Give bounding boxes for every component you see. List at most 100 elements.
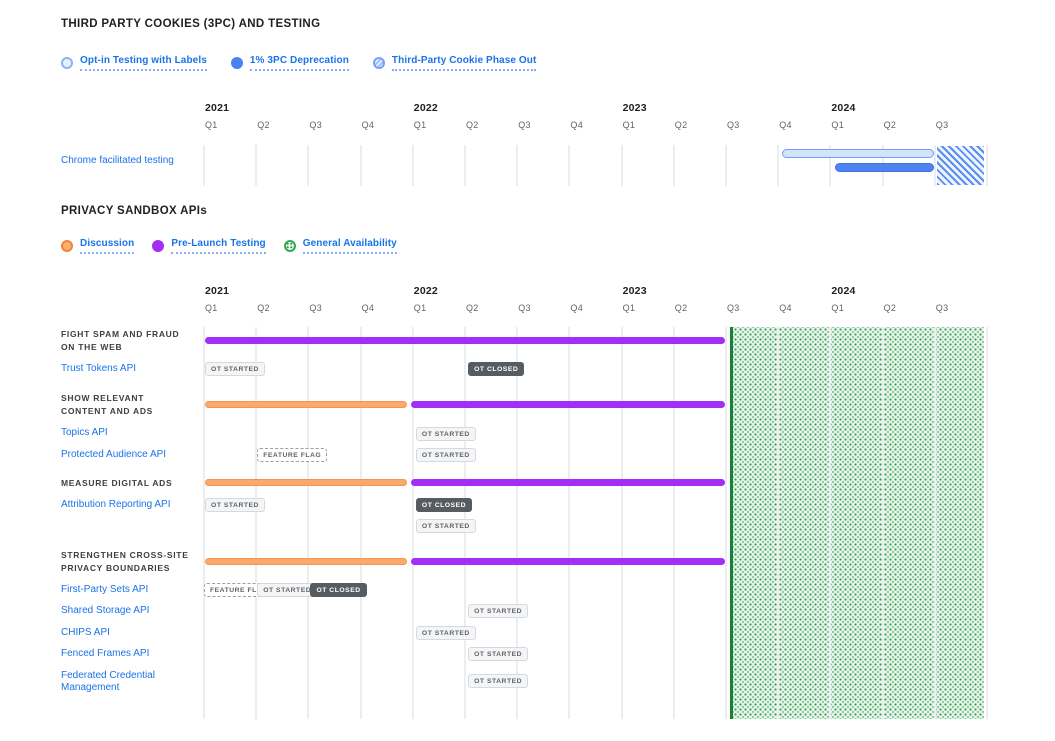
api-link-shared-storage-api[interactable]: Shared Storage API: [61, 605, 150, 616]
badge-ot-started: OT STARTED: [468, 674, 529, 688]
optin-testing-icon: [61, 57, 73, 69]
year-label: 2022: [413, 102, 438, 114]
legend-label-3pc-deprecation: 1% 3PC Deprecation: [249, 55, 349, 71]
quarter-label: Q3: [727, 303, 740, 313]
quarter-label: Q2: [257, 303, 270, 313]
quarter-gridline: [203, 145, 205, 186]
badge-ot-closed: OT CLOSED: [468, 362, 525, 376]
quarter-gridline: [307, 145, 310, 186]
bar-deprecation: [834, 163, 934, 172]
bar-prelaunch: [410, 558, 725, 565]
quarter-label: Q4: [570, 303, 583, 313]
quarter-label: Q4: [779, 120, 792, 130]
api-link-federated-credential-management[interactable]: Federated Credential Management: [61, 670, 155, 693]
quarter-gridline: [568, 327, 571, 719]
quarter-label: Q2: [674, 303, 688, 313]
quarter-label: Q2: [257, 120, 270, 130]
api-link-fenced-frames-api[interactable]: Fenced Frames API: [61, 648, 150, 659]
quarter-gridline: [307, 327, 310, 719]
bar-discussion: [205, 401, 407, 408]
api-link-trust-tokens-api[interactable]: Trust Tokens API: [61, 363, 137, 374]
api-link-chips-api[interactable]: CHIPS API: [61, 627, 110, 638]
section-title-3pc: THIRD PARTY COOKIES (3PC) AND TESTING: [61, 18, 321, 30]
api-link-attribution-reporting-api[interactable]: Attribution Reporting API: [61, 499, 171, 510]
badge-ot-started: OT STARTED: [468, 604, 529, 618]
legend-apis: Discussion Pre-Launch Testing General Av…: [61, 238, 397, 254]
badge-ot-started: OT STARTED: [468, 647, 529, 661]
quarter-label: Q4: [779, 303, 792, 313]
bar-optin: [782, 149, 934, 158]
quarter-label: Q3: [518, 303, 531, 313]
legend-item-optin-testing[interactable]: Opt-in Testing with Labels: [61, 55, 207, 71]
legend-item-prelaunch-testing[interactable]: Pre-Launch Testing: [152, 238, 266, 254]
section-title-apis: PRIVACY SANDBOX APIs: [61, 205, 208, 217]
quarter-label: Q4: [361, 120, 375, 130]
quarter-gridline: [986, 327, 988, 719]
legend-3pc: Opt-in Testing with Labels 1% 3PC Deprec…: [61, 55, 537, 71]
quarter-label: Q1: [831, 303, 844, 313]
badge-ot-started: OT STARTED: [205, 498, 265, 512]
year-label: 2021: [205, 102, 230, 114]
legend-label-discussion: Discussion: [80, 238, 135, 254]
quarter-label: Q4: [361, 303, 375, 313]
quarter-label: Q3: [309, 303, 322, 313]
quarter-gridline: [255, 327, 258, 719]
quarter-label: Q2: [883, 120, 897, 130]
api-link-topics-api[interactable]: Topics API: [61, 427, 108, 438]
legend-item-3pc-deprecation[interactable]: 1% 3PC Deprecation: [230, 55, 349, 71]
quarter-gridline: [411, 327, 414, 719]
quarter-label: Q3: [727, 120, 740, 130]
quarter-label: Q3: [935, 303, 949, 313]
bar-prelaunch: [410, 479, 725, 486]
deprecation-icon: [230, 57, 243, 69]
quarter-gridline: [829, 145, 832, 186]
api-link-protected-audience-api[interactable]: Protected Audience API: [61, 449, 167, 460]
legend-label-prelaunch-testing: Pre-Launch Testing: [171, 238, 266, 254]
group-label-fight-spam-and-fraud-on-the-web: FIGHT SPAM AND FRAUD ON THE WEB: [61, 329, 180, 352]
quarter-gridline: [933, 145, 936, 186]
quarter-gridline: [516, 145, 519, 186]
quarter-label: Q4: [570, 120, 583, 130]
quarter-gridline: [725, 145, 727, 186]
discussion-icon: [61, 240, 73, 252]
quarter-gridline: [620, 327, 623, 719]
bar-discussion: [205, 479, 407, 486]
quarter-gridline: [620, 145, 623, 186]
api-link-first-party-sets-api[interactable]: First-Party Sets API: [61, 584, 149, 595]
quarter-gridline: [829, 327, 832, 719]
prelaunch-testing-icon: [152, 240, 165, 252]
general-availability-icon: [283, 240, 296, 252]
phase-out-icon: [372, 57, 385, 69]
badge-ot-closed: OT CLOSED: [310, 583, 367, 597]
group-label-strengthen-cross-site-privacy-boundaries: STRENGTHEN CROSS-SITE PRIVACY BOUNDARIES: [61, 550, 189, 573]
quarter-label: Q2: [674, 120, 688, 130]
quarter-label: Q1: [413, 303, 427, 313]
legend-label-general-availability: General Availability: [302, 238, 397, 254]
badge-ot-started: OT STARTED: [415, 519, 476, 533]
quarter-label: Q3: [309, 120, 322, 130]
legend-item-general-availability[interactable]: General Availability: [283, 238, 397, 254]
quarter-gridline: [777, 327, 780, 719]
quarter-gridline: [255, 145, 258, 186]
quarter-label: Q1: [413, 120, 427, 130]
quarter-label: Q2: [466, 120, 479, 130]
quarter-gridline: [203, 327, 205, 719]
quarter-gridline: [933, 327, 936, 719]
bar-prelaunch: [410, 401, 725, 408]
row-label-chrome-facilitated-testing[interactable]: Chrome facilitated testing: [61, 155, 174, 166]
quarter-gridline: [516, 327, 519, 719]
legend-item-discussion[interactable]: Discussion: [61, 238, 135, 254]
quarter-label: Q1: [205, 303, 218, 313]
quarter-gridline: [464, 145, 466, 186]
badge-ot-started: OT STARTED: [205, 362, 265, 376]
quarter-gridline: [672, 145, 675, 186]
badge-ot-started: OT STARTED: [415, 626, 476, 640]
year-label: 2024: [831, 285, 856, 297]
year-label: 2023: [622, 285, 647, 297]
badge-ot-started: OT STARTED: [257, 583, 318, 597]
legend-item-cookie-phase-out[interactable]: Third-Party Cookie Phase Out: [372, 55, 537, 71]
year-label: 2023: [622, 102, 647, 114]
badge-ot-started: OT STARTED: [415, 427, 476, 441]
